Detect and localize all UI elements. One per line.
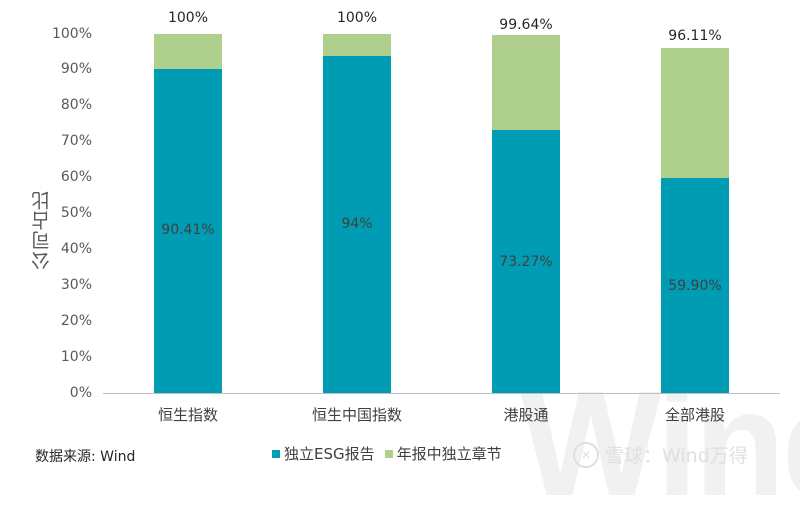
- bar-segment-annual-report-chapter: [661, 48, 729, 178]
- bar-segment-annual-report-chapter: [323, 34, 391, 56]
- legend-item-standalone-esg-report: 独立ESG报告: [272, 443, 375, 464]
- y-tick: 0%: [69, 385, 92, 401]
- y-tick: 80%: [60, 97, 92, 113]
- x-axis-line: [103, 393, 780, 394]
- bar-hang-seng-index: 90.41% 100%: [154, 0, 222, 393]
- bar-segment-standalone-esg-report: [492, 130, 560, 393]
- legend-item-annual-report-chapter: 年报中独立章节: [384, 443, 502, 464]
- y-tick: 40%: [60, 241, 92, 257]
- legend-label: 独立ESG报告: [284, 445, 375, 463]
- bar-segment-standalone-esg-report: [661, 178, 729, 393]
- y-tick: 20%: [60, 313, 92, 329]
- x-tick: 全部港股: [664, 406, 725, 424]
- base-data-label: 59.90%: [668, 278, 722, 294]
- base-data-label: 90.41%: [161, 222, 215, 238]
- bar-segment-standalone-esg-report: [154, 69, 222, 393]
- snowball-logo-icon: ✕: [573, 441, 599, 468]
- total-data-label: 100%: [336, 10, 378, 26]
- bar-hang-seng-china-index: 94% 100%: [323, 0, 391, 393]
- data-source-note: 数据来源: Wind: [35, 449, 136, 465]
- x-tick: 恒生中国指数: [311, 406, 402, 424]
- base-data-label: 73.27%: [499, 254, 553, 270]
- y-tick: 70%: [60, 133, 92, 149]
- base-data-label: 94%: [341, 216, 373, 232]
- y-tick: 50%: [60, 205, 92, 221]
- bar-segment-standalone-esg-report: [323, 56, 391, 393]
- total-data-label: 100%: [167, 10, 209, 26]
- legend-swatch-icon: [384, 449, 393, 458]
- total-data-label: 99.64%: [499, 17, 553, 33]
- y-tick: 60%: [60, 169, 92, 185]
- y-axis-label: 公司占比: [31, 190, 53, 270]
- y-tick: 90%: [60, 61, 92, 77]
- y-tick: 30%: [60, 277, 92, 293]
- y-tick: 100%: [51, 26, 92, 42]
- brand-credit: ✕ 雪球：Wind万得: [573, 441, 748, 468]
- total-data-label: 96.11%: [668, 28, 722, 44]
- bar-stock-connect: 73.27% 99.64%: [492, 0, 560, 393]
- bar-segment-annual-report-chapter: [492, 35, 560, 130]
- bar-all-hk-stocks: 59.90% 96.11%: [661, 0, 729, 393]
- chart-legend: 独立ESG报告 年报中独立章节: [272, 443, 512, 464]
- legend-swatch-icon: [272, 449, 280, 458]
- brand-label: 雪球：Wind万得: [605, 445, 748, 467]
- legend-label: 年报中独立章节: [396, 445, 502, 463]
- x-tick: 恒生指数: [157, 406, 218, 424]
- stacked-bar-chart: 公司占比 0% 10% 20% 30% 40% 50% 60% 70% 80% …: [31, 0, 780, 468]
- y-tick: 10%: [60, 349, 92, 365]
- x-tick: 港股通: [503, 406, 549, 424]
- bar-segment-annual-report-chapter: [154, 34, 222, 69]
